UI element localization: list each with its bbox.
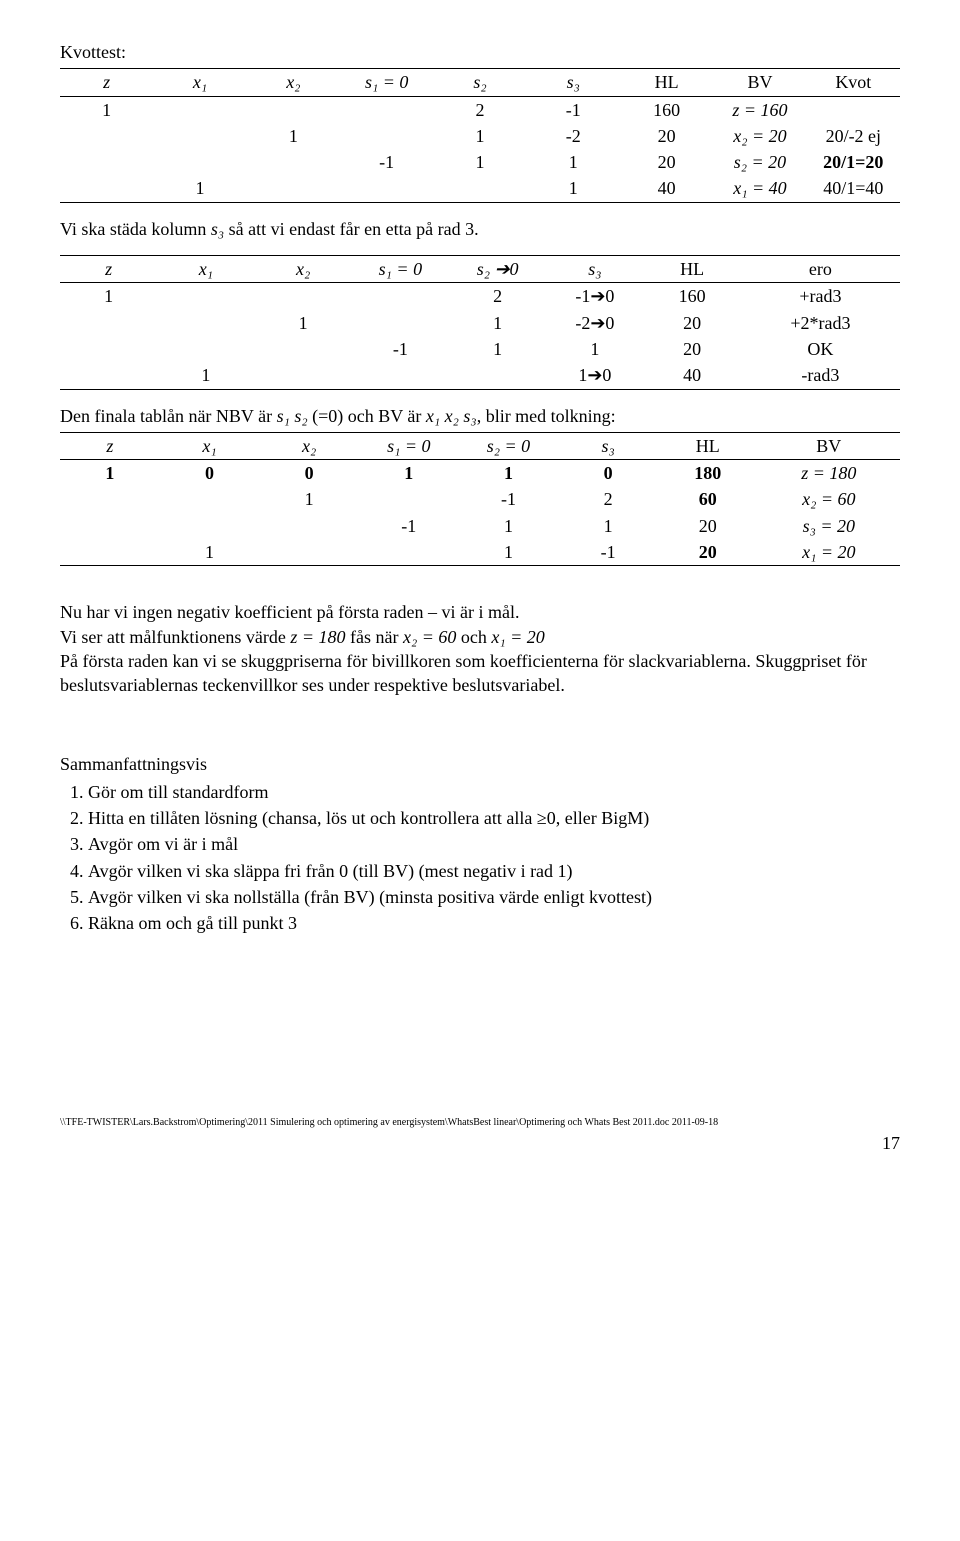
table-final: z x₁ x₂ s₁ = 0 s₂ = 0 s₃ HL BV 100110180…: [60, 432, 900, 566]
list-item: Hitta en tillåten lösning (chansa, lös u…: [88, 806, 900, 830]
table-head-row: z x₁ x₂ s₁ = 0 s₂ s₃ HL BV Kvot: [60, 69, 900, 96]
paragraph-shadow: På första raden kan vi se skuggpriserna …: [60, 649, 900, 698]
table-row: 11-220x₂ = 2020/-2 ej: [60, 123, 900, 149]
table-row: 11-2➔020+2*rad3: [60, 310, 900, 336]
footer-path: \\TFE-TWISTER\Lars.Backstrom\Optimering\…: [60, 1116, 900, 1130]
table-row: 1-1260x₂ = 60: [60, 486, 900, 512]
list-item: Gör om till standardform: [88, 780, 900, 804]
table-row: -11120s₂ = 2020/1=20: [60, 149, 900, 175]
table-kvottest: z x₁ x₂ s₁ = 0 s₂ s₃ HL BV Kvot 12-1160z…: [60, 68, 900, 202]
list-item: Avgör om vi är i mål: [88, 832, 900, 856]
section-title: Kvottest:: [60, 40, 900, 64]
list-item: Räkna om och gå till punkt 3: [88, 911, 900, 935]
list-item: Avgör vilken vi ska nollställa (från BV)…: [88, 885, 900, 909]
col-s2: s₂: [433, 69, 526, 96]
col-kvot: Kvot: [807, 69, 900, 96]
col-hl: HL: [620, 69, 713, 96]
paragraph-clean: Vi ska städa kolumn s₃ så att vi endast …: [60, 217, 900, 241]
table-row: 11➔040-rad3: [60, 362, 900, 389]
paragraph-optimum: Vi ser att målfunktionens värde z = 180 …: [60, 625, 900, 649]
col-s3: s₃: [527, 69, 620, 96]
col-bv: BV: [713, 69, 806, 96]
table-row: -11120OK: [60, 336, 900, 362]
paragraph-final-tableau: Den finala tablån när NBV är s₁ s₂ (=0) …: [60, 404, 900, 428]
table-head-row: z x₁ x₂ s₁ = 0 s₂ ➔0 s₃ HL ero: [60, 256, 900, 283]
table-row: 11-120x₁ = 20: [60, 539, 900, 566]
table-row: 12-1➔0160+rad3: [60, 283, 900, 310]
col-s1: s₁ = 0: [340, 69, 433, 96]
paragraph-goal: Nu har vi ingen negativ koefficient på f…: [60, 600, 900, 624]
table-row: 1140x₁ = 4040/1=40: [60, 175, 900, 202]
col-x2: x₂: [247, 69, 340, 96]
page-number: 17: [60, 1131, 900, 1155]
summary-title: Sammanfattningsvis: [60, 752, 900, 776]
table-row: 12-1160z = 160: [60, 96, 900, 123]
table-ero: z x₁ x₂ s₁ = 0 s₂ ➔0 s₃ HL ero 12-1➔0160…: [60, 255, 900, 389]
table-row: -11120s₃ = 20: [60, 513, 900, 539]
table-row: 100110180z = 180: [60, 460, 900, 487]
summary-list: Gör om till standardform Hitta en tillåt…: [60, 780, 900, 936]
col-x1: x₁: [153, 69, 246, 96]
page-container: Kvottest: z x₁ x₂ s₁ = 0 s₂ s₃ HL BV Kvo…: [0, 0, 960, 1185]
list-item: Avgör vilken vi ska släppa fri från 0 (t…: [88, 859, 900, 883]
kvot-bold: 20/1=20: [807, 149, 900, 175]
table-head-row: z x₁ x₂ s₁ = 0 s₂ = 0 s₃ HL BV: [60, 432, 900, 459]
spacer: [60, 580, 900, 600]
spacer: [60, 712, 900, 752]
col-z: z: [60, 69, 153, 96]
